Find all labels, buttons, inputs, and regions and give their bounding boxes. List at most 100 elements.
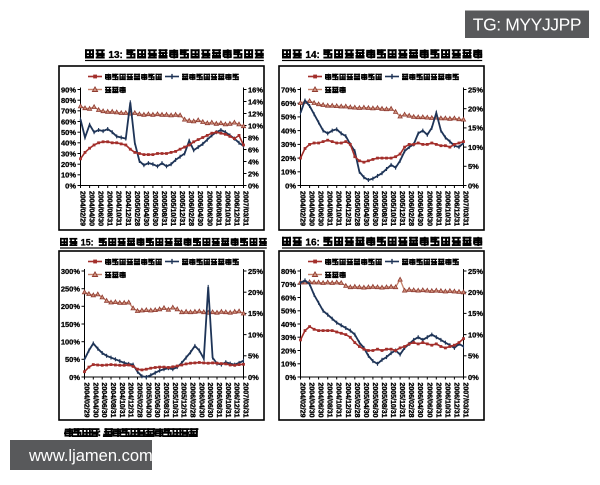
- svg-text:0%: 0%: [285, 373, 296, 382]
- svg-text:10%: 10%: [248, 330, 263, 339]
- svg-text:2006/10/31: 2006/10/31: [223, 191, 230, 226]
- svg-text:2005/08/31: 2005/08/31: [380, 383, 387, 418]
- svg-text:2006/12/31: 2006/12/31: [452, 191, 459, 226]
- svg-text:2005/12/31: 2005/12/31: [178, 191, 185, 226]
- svg-text:4%: 4%: [248, 157, 259, 166]
- svg-text:30%: 30%: [281, 140, 296, 149]
- svg-text:2007/03/31: 2007/03/31: [462, 383, 469, 418]
- svg-text:2006/06/30: 2006/06/30: [425, 383, 432, 418]
- svg-text:2005/02/28: 2005/02/28: [133, 191, 140, 226]
- svg-text:14:: 14:: [305, 50, 319, 61]
- svg-text:2004/10/31: 2004/10/31: [115, 191, 122, 226]
- svg-text:2004/02/29: 2004/02/29: [79, 191, 86, 226]
- svg-text:20%: 20%: [468, 105, 483, 114]
- svg-text:2004/06/30: 2004/06/30: [317, 191, 324, 226]
- svg-text:2006/10/31: 2006/10/31: [224, 383, 231, 418]
- svg-text:40%: 40%: [61, 139, 76, 148]
- svg-text:2006/08/31: 2006/08/31: [434, 191, 441, 226]
- svg-text:2006/02/28: 2006/02/28: [187, 191, 194, 226]
- svg-text:0%: 0%: [468, 373, 479, 382]
- svg-text:2006/06/30: 2006/06/30: [205, 191, 212, 226]
- svg-text:100%: 100%: [61, 338, 81, 347]
- svg-text:0%: 0%: [248, 373, 259, 382]
- svg-text:300%: 300%: [61, 267, 81, 276]
- svg-text:2005/08/31: 2005/08/31: [380, 191, 387, 226]
- svg-text:2004/12/31: 2004/12/31: [127, 383, 134, 418]
- svg-text:2004/08/31: 2004/08/31: [326, 191, 333, 226]
- svg-text:2004/10/31: 2004/10/31: [118, 383, 125, 418]
- svg-text:2005/10/31: 2005/10/31: [169, 191, 176, 226]
- svg-text:2005/12/31: 2005/12/31: [398, 191, 405, 226]
- svg-text:2005/04/30: 2005/04/30: [144, 383, 151, 418]
- svg-text:80%: 80%: [61, 96, 76, 105]
- svg-text:2005/12/31: 2005/12/31: [398, 383, 405, 418]
- svg-text:2007/03/31: 2007/03/31: [242, 191, 249, 226]
- svg-text:2005/10/31: 2005/10/31: [171, 383, 178, 418]
- svg-text:25%: 25%: [468, 267, 483, 276]
- svg-text:2004/06/30: 2004/06/30: [97, 191, 104, 226]
- svg-text:2005/02/28: 2005/02/28: [353, 383, 360, 418]
- svg-text:25%: 25%: [468, 85, 483, 94]
- svg-text:6%: 6%: [248, 145, 259, 154]
- svg-text:20%: 20%: [468, 288, 483, 297]
- svg-text:2004/10/31: 2004/10/31: [335, 191, 342, 226]
- svg-text:20%: 20%: [61, 160, 76, 169]
- svg-text:15:: 15:: [81, 238, 94, 248]
- svg-text:2006/06/30: 2006/06/30: [425, 191, 432, 226]
- svg-text:2005/02/28: 2005/02/28: [136, 383, 143, 418]
- svg-text:2004/12/31: 2004/12/31: [344, 383, 351, 418]
- svg-text:15%: 15%: [468, 124, 483, 133]
- svg-text:10%: 10%: [281, 360, 296, 369]
- svg-text:2004/04/30: 2004/04/30: [308, 191, 315, 226]
- svg-text:60%: 60%: [281, 99, 296, 108]
- svg-text:14%: 14%: [248, 97, 263, 106]
- svg-text:50%: 50%: [281, 113, 296, 122]
- svg-text:15%: 15%: [248, 309, 263, 318]
- svg-text:2004/04/30: 2004/04/30: [308, 383, 315, 418]
- svg-text:www.ljamen.com: www.ljamen.com: [28, 447, 153, 465]
- svg-text:70%: 70%: [281, 85, 296, 94]
- svg-text:2006/12/31: 2006/12/31: [232, 191, 239, 226]
- svg-text:0%: 0%: [468, 181, 479, 190]
- svg-text:2004/06/30: 2004/06/30: [100, 383, 107, 418]
- svg-text:2006/10/31: 2006/10/31: [443, 383, 450, 418]
- svg-text:2005/02/28: 2005/02/28: [353, 191, 360, 226]
- svg-text:2006/12/31: 2006/12/31: [452, 383, 459, 418]
- svg-text:2005/08/31: 2005/08/31: [162, 383, 169, 418]
- svg-text:12%: 12%: [248, 109, 263, 118]
- svg-text:2004/08/31: 2004/08/31: [106, 191, 113, 226]
- svg-text:2005/08/31: 2005/08/31: [160, 191, 167, 226]
- svg-text:2006/04/30: 2006/04/30: [416, 191, 423, 226]
- svg-text:2006/02/28: 2006/02/28: [189, 383, 196, 418]
- svg-text:250%: 250%: [61, 285, 81, 294]
- svg-text:2006/08/31: 2006/08/31: [215, 383, 222, 418]
- svg-text:5%: 5%: [468, 162, 479, 171]
- svg-text:20%: 20%: [281, 154, 296, 163]
- svg-text:20%: 20%: [248, 288, 263, 297]
- svg-text:2004/12/31: 2004/12/31: [344, 191, 351, 226]
- svg-text:2004/04/30: 2004/04/30: [88, 191, 95, 226]
- svg-text:2004/08/31: 2004/08/31: [109, 383, 116, 418]
- svg-text:10%: 10%: [468, 143, 483, 152]
- svg-text:10%: 10%: [248, 121, 263, 130]
- svg-text:2005/04/30: 2005/04/30: [142, 191, 149, 226]
- svg-text:15%: 15%: [468, 309, 483, 318]
- svg-text:2005/06/30: 2005/06/30: [371, 191, 378, 226]
- svg-text:0%: 0%: [285, 181, 296, 190]
- svg-text:8%: 8%: [248, 133, 259, 142]
- svg-text:13:: 13:: [108, 50, 122, 61]
- svg-text:2004/06/30: 2004/06/30: [317, 383, 324, 418]
- svg-text:0%: 0%: [65, 181, 76, 190]
- svg-text:16:: 16:: [305, 238, 319, 249]
- svg-text:5%: 5%: [248, 352, 259, 361]
- svg-text:2006/04/30: 2006/04/30: [416, 383, 423, 418]
- svg-text:70%: 70%: [281, 280, 296, 289]
- svg-text:10%: 10%: [468, 330, 483, 339]
- svg-text:2006/12/31: 2006/12/31: [233, 383, 240, 418]
- svg-text:2004/10/31: 2004/10/31: [335, 383, 342, 418]
- svg-text:2006/04/30: 2006/04/30: [197, 383, 204, 418]
- svg-text:2004/02/29: 2004/02/29: [299, 191, 306, 226]
- svg-text:10%: 10%: [281, 168, 296, 177]
- svg-text:2004/02/29: 2004/02/29: [83, 383, 90, 418]
- svg-text:40%: 40%: [281, 126, 296, 135]
